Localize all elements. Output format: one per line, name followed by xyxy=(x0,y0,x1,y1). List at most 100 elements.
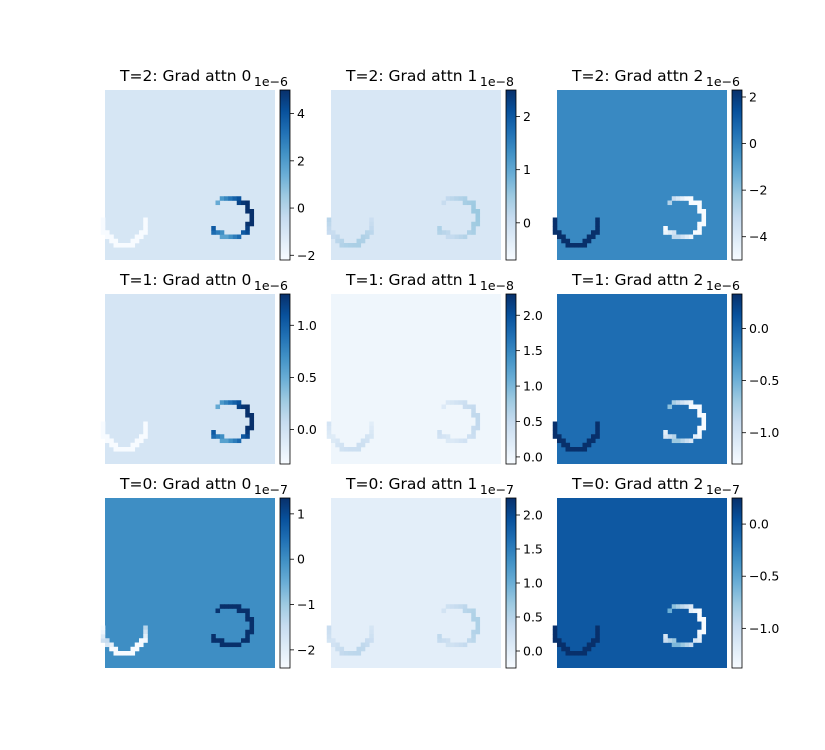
colorbar-tick-label: 0.5 xyxy=(523,610,543,625)
heatmap-cell xyxy=(552,226,558,231)
colorbar xyxy=(505,89,517,261)
colorbar-tick-label: 1.0 xyxy=(523,379,543,394)
heatmap-cell xyxy=(688,234,694,240)
heatmap-cell xyxy=(232,438,238,444)
heatmap-cell xyxy=(454,234,459,240)
heatmap-cell xyxy=(557,234,562,240)
heatmap-cell xyxy=(100,430,106,435)
heatmap-cell xyxy=(100,221,106,227)
colorbar-tick-label: 1.5 xyxy=(523,343,543,358)
panel-title: T=2: Grad attn 2 xyxy=(571,67,703,85)
heatmap-cell xyxy=(143,434,148,439)
heatmap-cell xyxy=(667,404,673,410)
heatmap-cell xyxy=(595,217,600,223)
heatmap-cell xyxy=(671,230,677,235)
heatmap-cell xyxy=(595,421,600,427)
heatmap-cell xyxy=(215,404,221,410)
colorbar-tick-label: 0.5 xyxy=(523,414,543,429)
heatmap-cell xyxy=(441,638,447,643)
heatmap-cell xyxy=(100,434,106,439)
heatmap-cell xyxy=(130,243,136,248)
heatmap-cell xyxy=(591,638,596,643)
heatmap-cell xyxy=(365,438,370,444)
heatmap-cell xyxy=(232,642,238,648)
heatmap-cell xyxy=(693,638,698,643)
colorbar-tick-label: −2 xyxy=(297,248,315,263)
heatmap-cell xyxy=(139,234,144,240)
heatmap-cell xyxy=(331,234,336,240)
heatmap-cell xyxy=(676,438,681,444)
heatmap-cell xyxy=(232,234,238,240)
heatmap-cell xyxy=(697,608,702,614)
colorbar xyxy=(279,89,291,261)
heatmap-cell xyxy=(134,646,140,652)
colorbar-offset-label: 1e−7 xyxy=(480,482,514,497)
heatmap-cell xyxy=(586,238,592,244)
colorbar-tick-label: 1 xyxy=(297,506,305,521)
heatmap-cell xyxy=(224,642,229,648)
heatmap-cell xyxy=(462,234,468,240)
heatmap-cell xyxy=(569,651,575,656)
heatmap-cell xyxy=(591,642,596,648)
heatmap-cell xyxy=(454,604,459,609)
heatmap-cell xyxy=(471,209,476,214)
heatmap-cell xyxy=(219,438,225,444)
heatmap-cell xyxy=(331,438,336,444)
heatmap-cell xyxy=(458,234,464,240)
heatmap-cell xyxy=(591,434,596,439)
heatmap-cell xyxy=(552,217,558,223)
heatmap-cell xyxy=(680,400,685,405)
heatmap-cell xyxy=(343,447,349,452)
heatmap-cell xyxy=(241,434,246,439)
heatmap-cell xyxy=(143,425,148,431)
heatmap-cell xyxy=(561,442,566,448)
heatmap-cell xyxy=(228,196,233,201)
heatmap-cell xyxy=(245,413,250,418)
heatmap-cell xyxy=(437,226,442,231)
heatmap-cell xyxy=(245,612,250,618)
heatmap-cell xyxy=(471,629,476,635)
heatmap-cell xyxy=(462,200,468,206)
heatmap-cell xyxy=(671,438,677,444)
heatmap-cell xyxy=(471,617,476,622)
heatmap-cell xyxy=(113,442,119,448)
heatmap-cell xyxy=(134,442,140,448)
heatmap-cell xyxy=(105,438,110,444)
colorbar-tick-label: −0.5 xyxy=(749,373,779,388)
heatmap-cell xyxy=(467,404,472,410)
heatmap-cell xyxy=(697,638,702,643)
heatmap-cell xyxy=(245,408,250,414)
heatmap-cell xyxy=(139,438,144,444)
heatmap-cell xyxy=(697,612,702,618)
heatmap-cell xyxy=(369,425,374,431)
heatmap-panel: T=1: Grad attn 0 1e−6 0.0 0.5 1.0 xyxy=(100,271,317,465)
heatmap-cell xyxy=(701,413,707,418)
heatmap-cell xyxy=(475,213,481,218)
heatmap-cell xyxy=(471,608,476,614)
heatmap-cell xyxy=(471,634,476,639)
heatmap-cell xyxy=(109,646,114,652)
heatmap-cell xyxy=(467,608,472,614)
heatmap-cell xyxy=(595,634,600,639)
colorbar-tick-label: −2 xyxy=(749,183,767,198)
heatmap-cell xyxy=(241,404,246,410)
heatmap-cell xyxy=(586,642,592,648)
heatmap-cell xyxy=(139,434,144,439)
heatmap-cell xyxy=(667,608,673,614)
colorbar-offset-label: 1e−7 xyxy=(706,482,740,497)
heatmap-cell xyxy=(701,425,707,431)
heatmap-cell xyxy=(249,621,255,626)
colorbar-tick-label: 2.0 xyxy=(523,508,543,523)
heatmap-cell xyxy=(335,646,340,652)
heatmap-cell xyxy=(552,221,558,227)
heatmap-cell xyxy=(224,438,229,444)
heatmap-cell xyxy=(445,196,451,201)
heatmap-cell xyxy=(236,604,242,609)
heatmap-cell xyxy=(356,651,362,656)
heatmap-cell xyxy=(693,404,698,410)
heatmap-cell xyxy=(557,434,562,439)
heatmap-cell xyxy=(680,438,685,444)
colorbar-tick-label: 1.0 xyxy=(297,318,317,333)
heatmap-cell xyxy=(663,638,668,643)
heatmap-cell xyxy=(126,447,131,452)
